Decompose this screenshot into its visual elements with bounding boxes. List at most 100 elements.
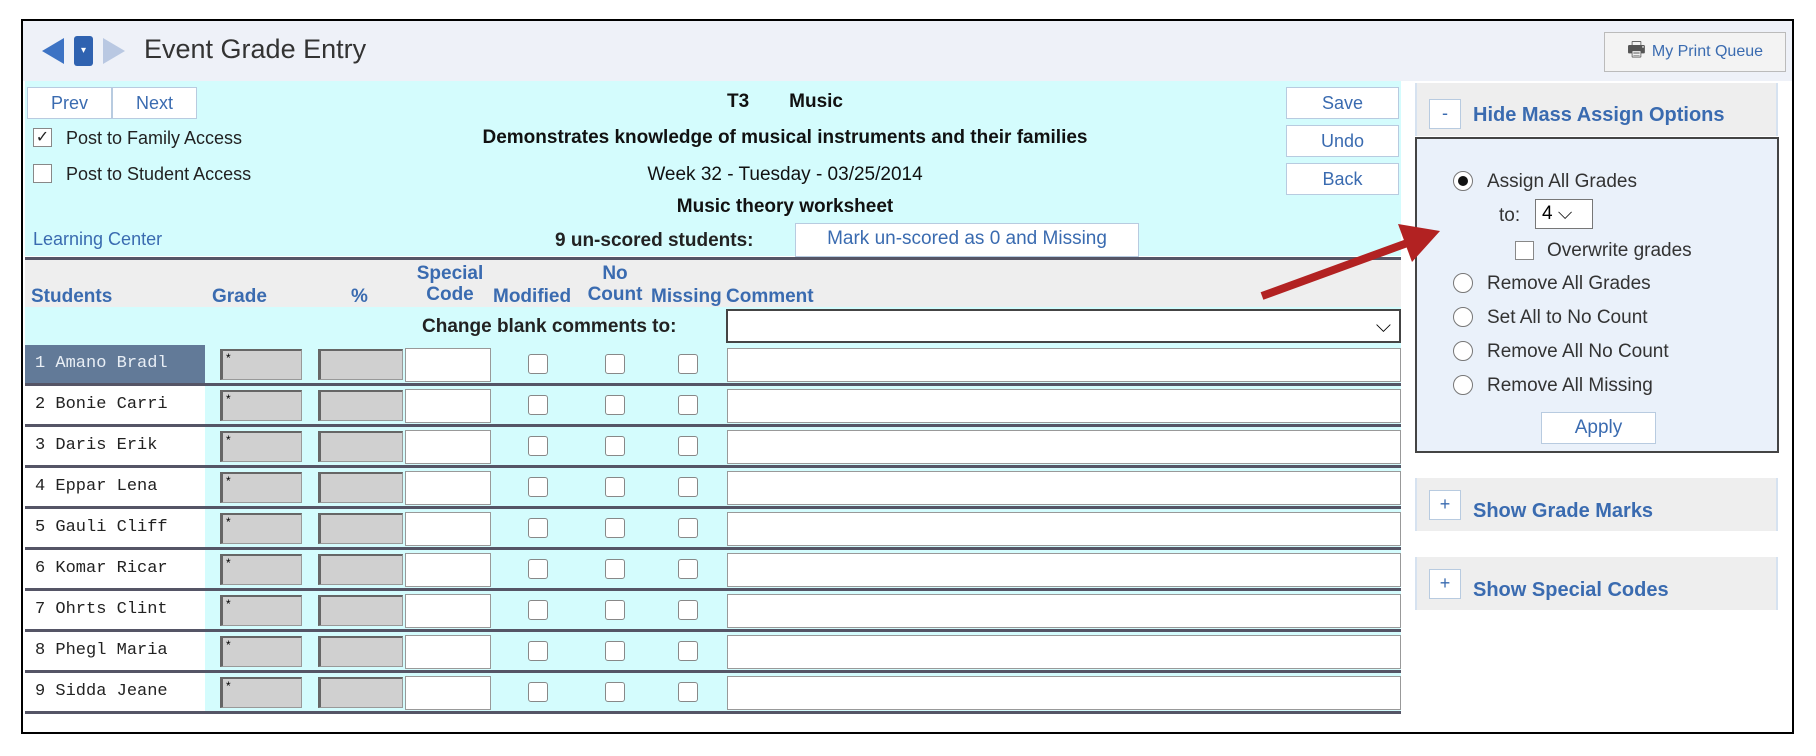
modified-checkbox[interactable] (528, 518, 548, 538)
radio-set-no-count[interactable] (1453, 307, 1473, 327)
print-queue-button[interactable]: 🖶 My Print Queue (1604, 32, 1786, 72)
mass-assign-title[interactable]: Hide Mass Assign Options (1473, 104, 1725, 126)
overwrite-checkbox[interactable] (1515, 241, 1534, 260)
post-student-checkbox[interactable] (33, 164, 52, 183)
comment-input[interactable] (727, 348, 1401, 382)
missing-checkbox[interactable] (678, 682, 698, 702)
no-count-checkbox[interactable] (605, 436, 625, 456)
modified-checkbox[interactable] (528, 682, 548, 702)
col-students[interactable]: Students (31, 286, 113, 307)
grade-input[interactable]: * (220, 349, 302, 380)
missing-checkbox[interactable] (678, 600, 698, 620)
student-name[interactable]: 5 Gauli Cliff (25, 509, 205, 547)
missing-checkbox[interactable] (678, 641, 698, 661)
missing-checkbox[interactable] (678, 354, 698, 374)
no-count-checkbox[interactable] (605, 395, 625, 415)
col-comment[interactable]: Comment (726, 286, 814, 307)
no-count-checkbox[interactable] (605, 559, 625, 579)
no-count-checkbox[interactable] (605, 477, 625, 497)
comment-input[interactable] (727, 635, 1401, 669)
next-button[interactable]: Next (112, 87, 197, 119)
col-percent[interactable]: % (351, 286, 368, 307)
modified-checkbox[interactable] (528, 600, 548, 620)
no-count-checkbox[interactable] (605, 354, 625, 374)
col-modified[interactable]: Modified (493, 286, 572, 307)
prev-button[interactable]: Prev (27, 87, 112, 119)
grade-marks-title[interactable]: Show Grade Marks (1473, 500, 1654, 522)
modified-checkbox[interactable] (528, 395, 548, 415)
modified-checkbox[interactable] (528, 477, 548, 497)
col-no-count[interactable]: No Count (585, 263, 645, 305)
radio-remove-grades[interactable] (1453, 273, 1473, 293)
blank-comments-select[interactable]: ⌵ (726, 309, 1401, 343)
expand-special-codes-button[interactable]: + (1429, 569, 1461, 599)
comment-input[interactable] (727, 553, 1401, 587)
col-missing[interactable]: Missing (651, 286, 722, 307)
modified-checkbox[interactable] (528, 641, 548, 661)
grade-input[interactable]: * (220, 554, 302, 585)
grade-marks-header[interactable]: + Show Grade Marks (1415, 478, 1778, 531)
col-special-code[interactable]: Special Code (410, 263, 490, 305)
missing-checkbox[interactable] (678, 436, 698, 456)
special-code-input[interactable] (405, 471, 491, 505)
back-arrow-icon[interactable] (42, 38, 64, 64)
student-name[interactable]: 6 Komar Ricar (25, 550, 205, 588)
nav-menu-icon[interactable]: ▾ (74, 36, 93, 66)
expand-grade-marks-button[interactable]: + (1429, 490, 1461, 520)
grade-select[interactable]: 4 ⌵ (1535, 199, 1593, 229)
undo-button[interactable]: Undo (1286, 125, 1399, 157)
post-family-checkbox[interactable]: ✓ (33, 128, 52, 147)
col-grade[interactable]: Grade (212, 286, 267, 307)
special-code-input[interactable] (405, 348, 491, 382)
mark-unscored-button[interactable]: Mark un-scored as 0 and Missing (795, 223, 1139, 257)
missing-checkbox[interactable] (678, 477, 698, 497)
no-count-checkbox[interactable] (605, 682, 625, 702)
collapse-mass-assign-button[interactable]: - (1429, 99, 1461, 129)
special-code-input[interactable] (405, 512, 491, 546)
modified-checkbox[interactable] (528, 436, 548, 456)
no-count-checkbox[interactable] (605, 600, 625, 620)
missing-checkbox[interactable] (678, 518, 698, 538)
student-name[interactable]: 9 Sidda Jeane (25, 673, 205, 711)
grade-input[interactable]: * (220, 595, 302, 626)
comment-input[interactable] (727, 389, 1401, 423)
comment-input[interactable] (727, 430, 1401, 464)
student-name[interactable]: 1 Amano Bradl (25, 345, 205, 383)
comment-input[interactable] (727, 512, 1401, 546)
forward-arrow-icon[interactable] (103, 38, 125, 64)
special-code-input[interactable] (405, 389, 491, 423)
mass-assign-header[interactable]: - Hide Mass Assign Options (1415, 83, 1778, 136)
modified-checkbox[interactable] (528, 354, 548, 374)
student-name[interactable]: 2 Bonie Carri (25, 386, 205, 424)
radio-remove-no-count[interactable] (1453, 341, 1473, 361)
special-codes-header[interactable]: + Show Special Codes (1415, 557, 1778, 610)
missing-checkbox[interactable] (678, 395, 698, 415)
no-count-checkbox[interactable] (605, 518, 625, 538)
comment-input[interactable] (727, 594, 1401, 628)
comment-input[interactable] (727, 676, 1401, 710)
learning-center-link[interactable]: Learning Center (33, 229, 163, 249)
special-codes-title[interactable]: Show Special Codes (1473, 579, 1669, 601)
no-count-checkbox[interactable] (605, 641, 625, 661)
radio-remove-missing[interactable] (1453, 375, 1473, 395)
student-name[interactable]: 8 Phegl Maria (25, 632, 205, 670)
special-code-input[interactable] (405, 430, 491, 464)
comment-input[interactable] (727, 471, 1401, 505)
save-button[interactable]: Save (1286, 87, 1399, 119)
special-code-input[interactable] (405, 594, 491, 628)
grade-input[interactable]: * (220, 472, 302, 503)
grade-input[interactable]: * (220, 677, 302, 708)
student-name[interactable]: 7 Ohrts Clint (25, 591, 205, 629)
special-code-input[interactable] (405, 635, 491, 669)
special-code-input[interactable] (405, 676, 491, 710)
missing-checkbox[interactable] (678, 559, 698, 579)
apply-button[interactable]: Apply (1541, 412, 1656, 444)
grade-input[interactable]: * (220, 636, 302, 667)
grade-input[interactable]: * (220, 390, 302, 421)
modified-checkbox[interactable] (528, 559, 548, 579)
back-button[interactable]: Back (1286, 163, 1399, 195)
grade-input[interactable]: * (220, 431, 302, 462)
special-code-input[interactable] (405, 553, 491, 587)
student-name[interactable]: 3 Daris Erik (25, 427, 205, 465)
grade-input[interactable]: * (220, 513, 302, 544)
